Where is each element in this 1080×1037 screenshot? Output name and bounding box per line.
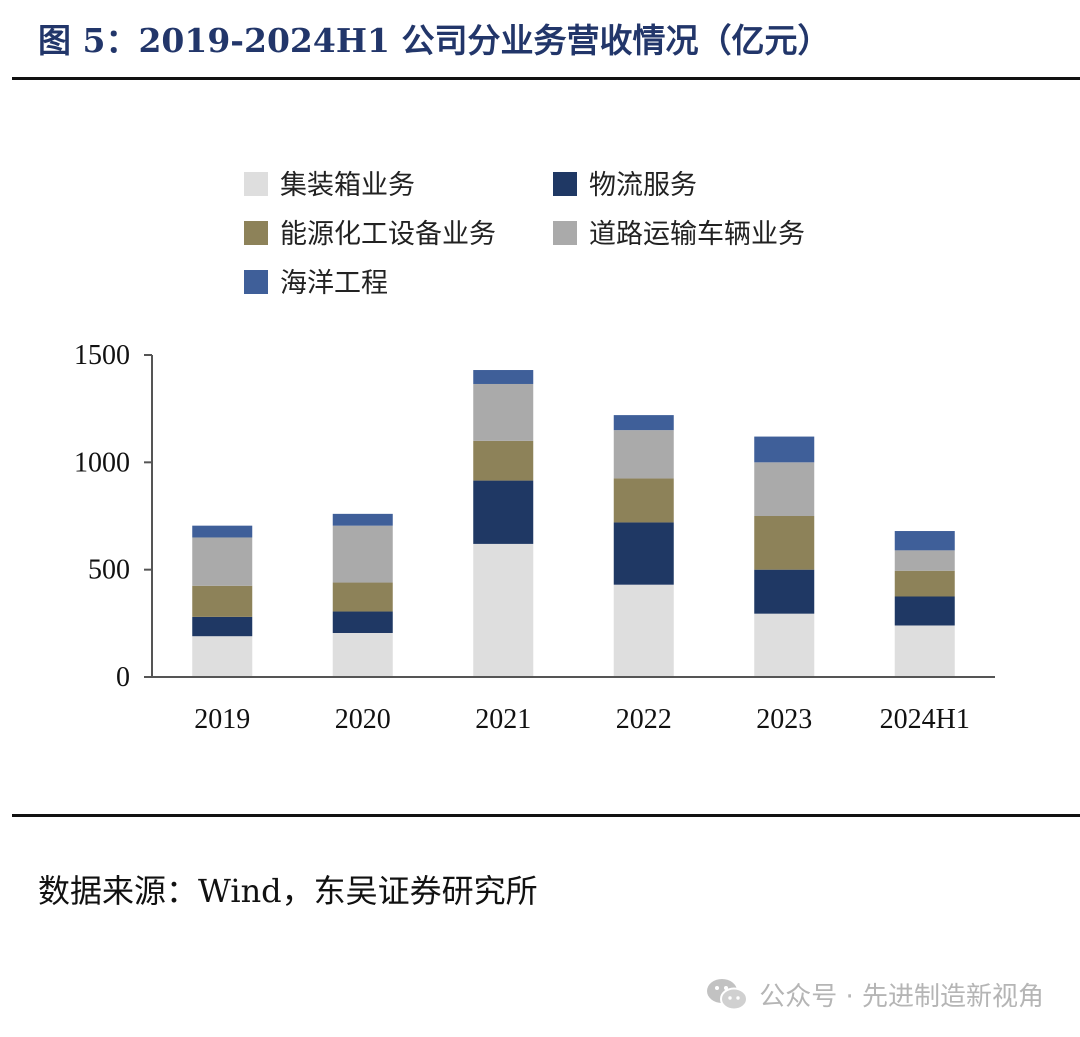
legend-swatch [553, 221, 577, 245]
bar-segment [613, 415, 674, 431]
bars [192, 370, 955, 677]
bar-segment [192, 616, 253, 637]
bar-segment [473, 480, 534, 544]
source-note: 数据来源：Wind，东吴证券研究所 [38, 872, 538, 910]
x-tick-label: 2022 [616, 704, 672, 735]
watermark-text: 公众号 · 先进制造新视角 [759, 982, 1044, 1012]
legend-label: 能源化工设备业务 [280, 219, 496, 250]
bar-segment [332, 582, 393, 612]
bar-segment [894, 550, 955, 571]
x-tick-label: 2023 [756, 704, 812, 735]
x-tick-label: 2021 [475, 704, 531, 735]
y-ticks: 0 500 1000 1500 [74, 340, 152, 693]
bar-segment [473, 383, 534, 441]
bar-segment [192, 636, 253, 677]
y-tick-label: 1000 [74, 447, 130, 478]
bar-segment [613, 478, 674, 523]
bar-segment [332, 513, 393, 526]
bar-segment [894, 625, 955, 677]
bottom-divider [12, 814, 1080, 817]
bar-segment [754, 436, 815, 463]
bar-segment [473, 543, 534, 677]
top-divider [12, 77, 1080, 80]
bar-segment [613, 430, 674, 479]
y-tick-label: 1500 [74, 340, 130, 371]
bar-segment [613, 522, 674, 585]
x-tick-label: 2019 [194, 704, 250, 735]
bar-segment [332, 632, 393, 677]
legend-label: 物流服务 [589, 170, 697, 201]
legend-swatch [244, 270, 268, 294]
chart-title: 图 5：2019-2024H1 公司分业务营收情况（亿元） [38, 21, 831, 60]
bar-segment [754, 613, 815, 677]
bar-segment [613, 584, 674, 677]
legend-label: 集装箱业务 [280, 170, 415, 201]
legend-swatch [244, 221, 268, 245]
x-ticks: 2019 2020 2021 2022 2023 2024H1 [194, 704, 970, 735]
bar-segment [754, 569, 815, 614]
x-tick-label: 2024H1 [880, 704, 970, 735]
bar-segment [192, 585, 253, 617]
bar-segment [332, 525, 393, 583]
wechat-icon [707, 978, 749, 1010]
bar-segment [894, 531, 955, 551]
bar-segment [754, 516, 815, 570]
bar-segment [192, 525, 253, 538]
bar-segment [754, 462, 815, 516]
bar-segment [473, 440, 534, 481]
bar-segment [894, 596, 955, 626]
bar-segment [894, 570, 955, 597]
bar-segment [332, 611, 393, 633]
x-tick-label: 2020 [335, 704, 391, 735]
y-tick-label: 0 [116, 662, 130, 693]
legend-swatch [244, 172, 268, 196]
legend-label: 海洋工程 [280, 268, 388, 299]
bar-segment [473, 370, 534, 384]
watermark: 公众号 · 先进制造新视角 [705, 976, 1044, 1013]
bar-segment [192, 537, 253, 586]
y-tick-label: 500 [88, 555, 130, 586]
axes [151, 355, 995, 678]
legend-label: 道路运输车辆业务 [589, 219, 805, 250]
legend-swatch [553, 172, 577, 196]
